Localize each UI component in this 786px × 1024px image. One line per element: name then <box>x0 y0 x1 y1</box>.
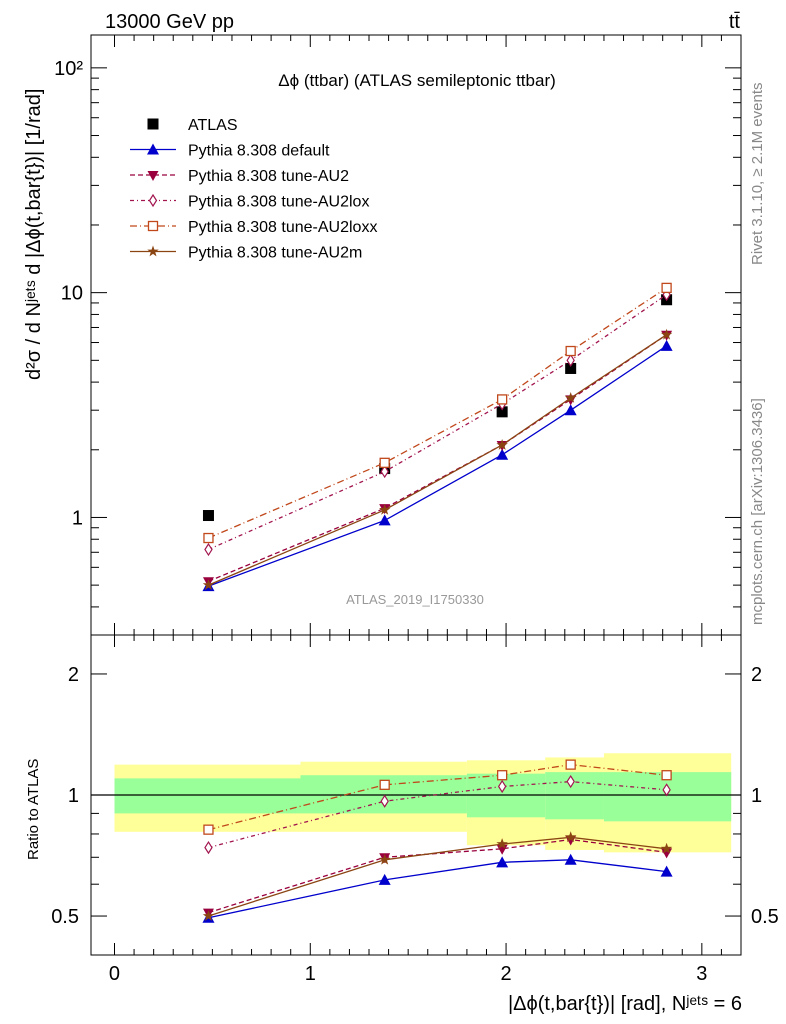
ratio-point-0-3 <box>564 853 577 865</box>
data-point-3-0 <box>204 542 213 557</box>
legend-label-2: Pythia 8.308 tune-AU2 <box>188 168 349 185</box>
ratio-point-4-4 <box>660 842 673 854</box>
data-point-3-3 <box>566 353 575 367</box>
data-point-1-3 <box>564 404 577 416</box>
legend-marker-1 <box>147 143 159 155</box>
mcplots-label: mcplots.cern.ch [arXiv:1306.3436] <box>749 398 766 625</box>
legend-marker-3 <box>148 193 158 208</box>
data-point-5-3 <box>565 392 577 403</box>
series-line-4 <box>208 287 667 539</box>
ratio-y-tick-label-right: 0.5 <box>751 906 779 928</box>
ratio-y-tick-label-right: 1 <box>751 785 762 807</box>
ratio-point-2-3 <box>566 774 575 789</box>
x-axis-label: |Δϕ(t,bar{t})| [rad], Nʲᵉᵗˢ = 6 <box>508 993 742 1015</box>
series-line-5 <box>208 334 667 586</box>
data-point-1-1 <box>378 514 391 526</box>
main-panel: 1 10 10² Δϕ (ttbar) (ATLAS semileptonic tt… <box>23 34 742 636</box>
data-point-4-1 <box>379 457 390 468</box>
data-point-0-2 <box>496 406 508 418</box>
uncertainty-band-inner-3 <box>545 772 604 820</box>
legend-label-0: ATLAS <box>188 117 238 134</box>
legend: ATLAS Pythia 8.308 default Pythia 8.308 tu… <box>130 117 377 262</box>
x-tick-label: 2 <box>500 963 511 985</box>
data-point-5-1 <box>379 503 391 515</box>
ratio-y-tick-label: 0.5 <box>51 906 79 928</box>
legend-label-4: Pythia 8.308 tune-AU2loxx <box>188 219 377 236</box>
uncertainty-band-inner-0 <box>114 778 301 814</box>
ratio-point-0-1 <box>378 873 391 885</box>
x-tick-label: 0 <box>109 963 120 985</box>
data-point-5-0 <box>202 579 215 590</box>
legend-marker-0 <box>147 118 159 130</box>
ratio-point-0-2 <box>496 856 509 868</box>
ratio-y-tick-label: 1 <box>68 785 79 807</box>
ratio-point-2-2 <box>497 779 507 794</box>
legend-marker-4 <box>147 220 159 232</box>
ratio-point-3-1 <box>379 779 390 790</box>
ratio-point-2-0 <box>204 840 213 855</box>
y-tick-label: 10 <box>61 283 83 305</box>
data-point-5-4 <box>660 328 673 340</box>
ratio-point-1-4 <box>661 848 673 859</box>
main-title: Δϕ (ttbar) (ATLAS semileptonic ttbar) <box>278 71 556 90</box>
data-point-4-3 <box>565 345 576 357</box>
main-y-axis-label: d²σ / d Nʲᵉᵗˢ d |Δϕ(t,bar{t})| [1/rad] <box>23 89 45 380</box>
ratio-point-4-0 <box>202 910 215 921</box>
data-point-4-0 <box>203 532 214 544</box>
ratio-point-2-4 <box>662 783 671 797</box>
y-tick-label: 1 <box>72 507 83 529</box>
ratio-axis-ticks: 0.5 0.5 1 1 2 2 0 1 2 3 <box>51 635 779 985</box>
ratio-panel: 0.5 0.5 1 1 2 2 0 1 2 3 Ratio to ATLAS |Δϕ(t,bar{… <box>25 634 779 1015</box>
ratio-point-3-2 <box>496 770 508 781</box>
data-point-3-1 <box>380 464 389 479</box>
data-point-0-3 <box>565 362 577 374</box>
ratio-point-0-4 <box>660 865 673 877</box>
series-line-3 <box>208 294 667 551</box>
ratio-line-0 <box>208 859 667 919</box>
legend-label-5: Pythia 8.308 tune-AU2m <box>188 245 362 262</box>
main-watermark: ATLAS_2019_I1750330 <box>346 592 484 607</box>
y-tick-label: 10² <box>54 58 83 80</box>
ratio-y-tick-label: 2 <box>68 664 79 686</box>
legend-label-3: Pythia 8.308 tune-AU2lox <box>188 194 369 211</box>
ratio-point-2-1 <box>380 794 389 808</box>
ratio-plot-marks <box>91 753 741 923</box>
legend-marker-5 <box>147 245 159 257</box>
data-point-1-4 <box>660 339 673 351</box>
series-line-2 <box>208 334 667 582</box>
ratio-point-3-4 <box>661 770 672 781</box>
ratio-point-4-1 <box>379 853 391 865</box>
data-point-1-2 <box>496 448 509 460</box>
data-point-4-4 <box>661 282 672 294</box>
x-tick-label: 3 <box>696 963 707 985</box>
series-line-1 <box>208 345 667 587</box>
x-tick-label: 1 <box>305 963 316 985</box>
data-point-4-2 <box>496 394 508 405</box>
header-beam-label: 13000 GeV pp <box>105 11 234 33</box>
ratio-point-3-3 <box>565 759 576 770</box>
data-point-0-0 <box>202 510 214 522</box>
ratio-line-1 <box>208 838 667 914</box>
header-process-label: tt̄ <box>729 11 741 33</box>
ratio-point-3-0 <box>203 824 214 835</box>
rivet-version-label: Rivet 3.1.10, ≥ 2.1M events <box>749 83 766 266</box>
ratio-point-4-2 <box>496 838 508 849</box>
ratio-point-4-3 <box>565 831 577 843</box>
data-point-5-2 <box>496 439 508 450</box>
ratio-y-axis-label: Ratio to ATLAS <box>25 759 42 860</box>
ratio-y-tick-label-right: 2 <box>751 664 762 686</box>
legend-marker-2 <box>147 171 159 181</box>
legend-label-1: Pythia 8.308 default <box>188 143 330 160</box>
main-plot-marks <box>202 282 673 592</box>
main-axis-ticks: 1 10 10² <box>54 35 741 636</box>
